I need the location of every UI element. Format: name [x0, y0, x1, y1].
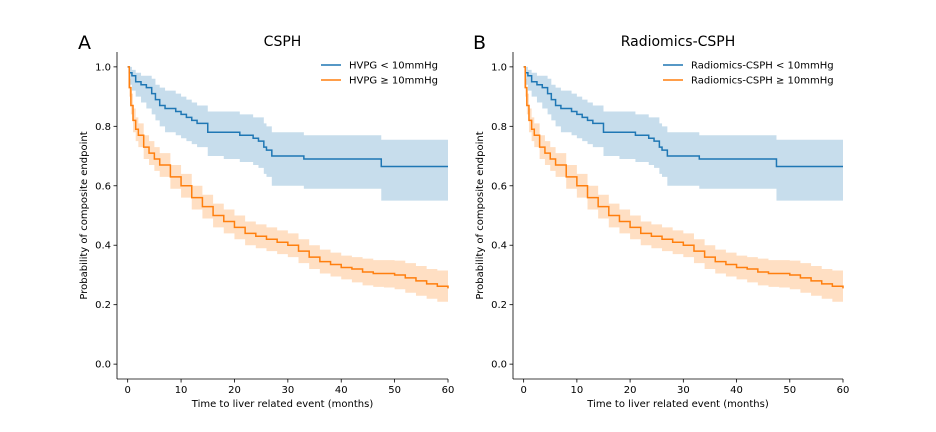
- x-axis-label: Time to liver related event (months): [586, 399, 769, 410]
- chart-title: Radiomics-CSPH: [621, 34, 736, 50]
- x-tick-label: 20: [228, 385, 241, 396]
- x-tick-label: 40: [335, 385, 348, 396]
- legend-label-1: Radiomics-CSPH < 10mmHg: [691, 61, 834, 72]
- x-tick-label: 30: [281, 385, 294, 396]
- series-line-2: [523, 66, 844, 289]
- series-line-1: [523, 66, 843, 168]
- x-tick-label: 10: [571, 385, 584, 396]
- x-tick-label: 0: [124, 385, 130, 396]
- x-tick-label: 60: [442, 385, 455, 396]
- y-axis-label: Probability of composite endpoint: [79, 131, 90, 299]
- x-tick-label: 10: [175, 385, 188, 396]
- legend-label-2: Radiomics-CSPH ≥ 10mmHg: [691, 76, 834, 87]
- y-tick-label: 0.0: [491, 360, 507, 371]
- y-axis-label: Probability of composite endpoint: [475, 131, 486, 299]
- x-tick-label: 30: [677, 385, 690, 396]
- y-tick-label: 0.6: [95, 181, 111, 192]
- y-tick-label: 0.2: [95, 300, 111, 311]
- ci-band-1: [523, 66, 843, 201]
- chart-title: CSPH: [264, 34, 302, 50]
- panel-letter: A: [78, 32, 91, 54]
- x-tick-label: 50: [388, 385, 401, 396]
- y-tick-label: 1.0: [95, 62, 111, 73]
- legend-label-1: HVPG < 10mmHg: [349, 61, 438, 72]
- y-tick-label: 0.8: [491, 122, 507, 133]
- panel-2: 0 10 20 30 40 50 60 0.0 0.2 0.4 0.6 0.8 1.0 Time to l…: [473, 32, 849, 410]
- x-tick-label: 20: [624, 385, 637, 396]
- series-line-2: [127, 66, 449, 289]
- y-tick-label: 0.6: [491, 181, 507, 192]
- y-tick-label: 0.8: [95, 122, 111, 133]
- x-tick-label: 60: [837, 385, 850, 396]
- y-tick-label: 0.2: [491, 300, 507, 311]
- x-tick-label: 0: [520, 385, 526, 396]
- panel-letter: B: [473, 32, 486, 54]
- y-tick-label: 0.0: [95, 360, 111, 371]
- x-tick-label: 50: [783, 385, 796, 396]
- y-tick-label: 1.0: [491, 62, 507, 73]
- legend-label-2: HVPG ≥ 10mmHg: [349, 76, 438, 87]
- y-tick-label: 0.4: [95, 241, 111, 252]
- x-axis-label: Time to liver related event (months): [191, 399, 374, 410]
- x-tick-label: 40: [730, 385, 743, 396]
- series-line-1: [127, 66, 448, 168]
- y-tick-label: 0.4: [491, 241, 507, 252]
- ci-band-1: [127, 66, 448, 201]
- panel-1: 0 10 20 30 40 50 60 0.0 0.2 0.4 0.6 0.8 1.0 Time to l…: [78, 32, 454, 410]
